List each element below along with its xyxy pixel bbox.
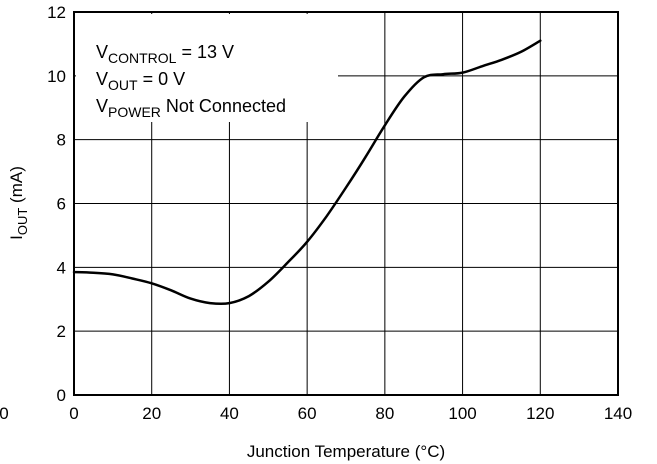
x-tick-label: 40 <box>220 404 239 423</box>
y-axis-ticks: 0 2 4 6 8 10 12 <box>47 3 66 405</box>
annotation-line-2: VOUT = 0 V <box>96 69 185 93</box>
x-axis-label: Junction Temperature (°C) <box>247 442 445 461</box>
x-tick-label: 120 <box>526 404 554 423</box>
plot-frame <box>73 11 619 396</box>
annotation-box: VCONTROL = 13 V VOUT = 0 V VPOWER Not Co… <box>76 14 338 122</box>
x-tick-label: 20 <box>142 404 161 423</box>
annotation-background <box>76 14 338 122</box>
x-tick-label: 100 <box>448 404 476 423</box>
x-tick-label: 80 <box>375 404 394 423</box>
annotation-line-3: VPOWER Not Connected <box>96 96 286 120</box>
annotation-line-1: VCONTROL = 13 V <box>96 42 234 66</box>
y-tick-label: 0 <box>57 386 66 405</box>
y-tick-label: 12 <box>47 3 66 22</box>
x-tick-label: 60 <box>298 404 317 423</box>
outer-x-tick-label: 0 <box>0 404 9 423</box>
x-axis-ticks: 0 20 40 60 80 100 120 140 <box>69 404 632 423</box>
y-axis-label: IOUT (mA) <box>7 166 30 240</box>
x-tick-label: 140 <box>604 404 632 423</box>
y-tick-label: 6 <box>57 195 66 214</box>
x-tick-label: 0 <box>69 404 78 423</box>
y-tick-label: 8 <box>57 131 66 150</box>
series-line <box>72 39 542 306</box>
y-tick-label: 10 <box>47 67 66 86</box>
y-tick-label: 2 <box>57 322 66 341</box>
y-tick-label: 4 <box>57 258 66 277</box>
